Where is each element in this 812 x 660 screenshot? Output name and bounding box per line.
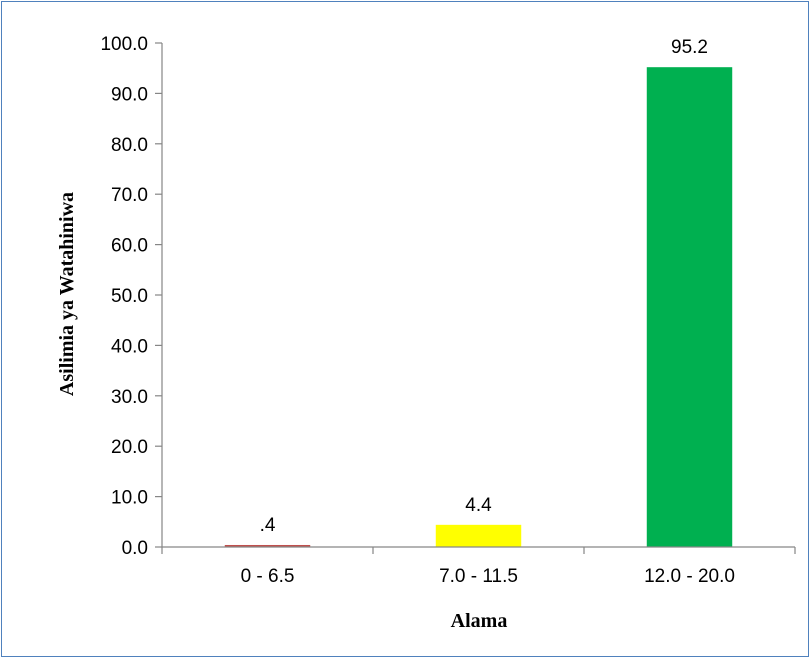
y-tick-label: 80.0	[111, 135, 148, 156]
data-label: 4.4	[465, 495, 492, 516]
y-axis-ticks: 0.0 10.0 20.0 30.0 40.0 50.0 60.0 70.0 80.0 90.0 1…	[100, 34, 162, 559]
x-tick-label: 0 - 6.5	[241, 566, 295, 587]
bar	[435, 524, 522, 547]
x-axis-title: Alama	[451, 610, 508, 632]
y-tick-label: 90.0	[111, 84, 148, 105]
y-tick-label: 40.0	[111, 336, 148, 357]
y-tick-label: 30.0	[111, 387, 148, 408]
bars: .4 4.4 95.2	[224, 37, 733, 547]
x-tick-label: 7.0 - 11.5	[439, 566, 518, 587]
y-tick-label: 20.0	[111, 437, 148, 458]
y-tick-label: 0.0	[122, 538, 148, 559]
x-axis-ticks: 0 - 6.5 7.0 - 11.5 12.0 - 20.0	[161, 547, 796, 587]
x-tick-label: 12.0 - 20.0	[644, 566, 735, 587]
data-label: .4	[260, 515, 276, 536]
bar	[224, 544, 311, 547]
y-tick-label: 100.0	[100, 34, 148, 55]
data-label: 95.2	[671, 37, 708, 58]
y-tick-label: 50.0	[111, 286, 148, 307]
y-tick-label: 60.0	[111, 236, 148, 257]
y-tick-label: 70.0	[111, 185, 148, 206]
y-tick-label: 10.0	[111, 488, 148, 509]
y-axis-title: Asilimia ya Watahiniwa	[56, 192, 78, 396]
bar	[646, 67, 733, 547]
